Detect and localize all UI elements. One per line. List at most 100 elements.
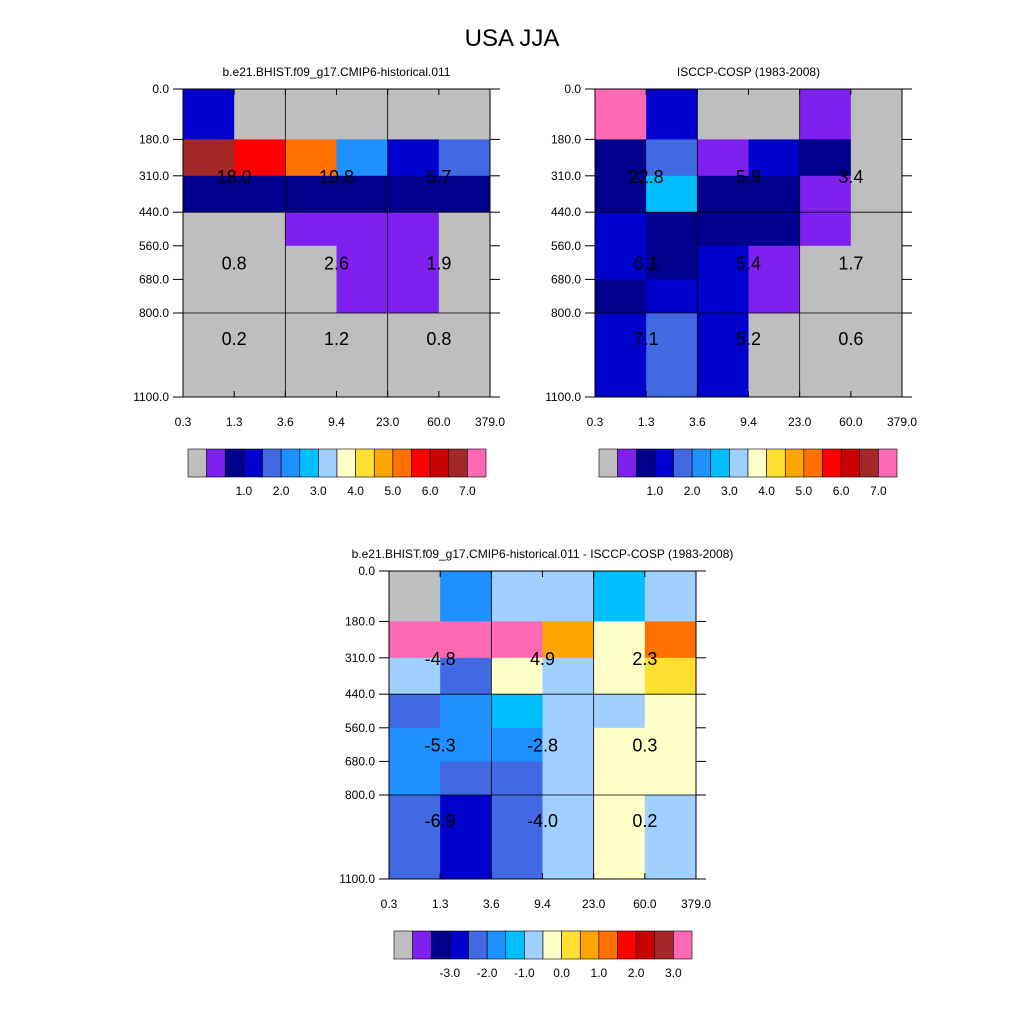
- x-tick-label: 23.0: [582, 897, 606, 911]
- heatmap-cell: [234, 313, 286, 398]
- heatmap-cell: [595, 313, 647, 398]
- heatmap-cell: [697, 245, 749, 280]
- x-tick-label: 0.3: [587, 415, 604, 429]
- heatmap-cell: [389, 657, 441, 695]
- colorbar-swatch: [412, 930, 432, 960]
- colorbar-label: 0.0: [553, 966, 570, 980]
- heatmap-cell: [595, 175, 647, 213]
- heatmap-cell: [336, 212, 389, 247]
- y-tick-label: 180.0: [551, 132, 581, 146]
- y-tick-label: 440.0: [139, 205, 169, 219]
- heatmap-cell: [389, 727, 441, 762]
- x-tick-label: 23.0: [376, 415, 400, 429]
- heatmap-cell: [389, 571, 441, 622]
- y-tick-label: 1100.0: [133, 390, 169, 404]
- x-tick-label: 0.3: [175, 415, 192, 429]
- heatmap-cell: [850, 139, 903, 177]
- colorbar-swatch: [262, 448, 282, 478]
- cell-value-label: -6.9: [425, 811, 456, 831]
- cell-value-label: -4.0: [527, 811, 558, 831]
- colorbar-swatch: [280, 448, 301, 478]
- heatmap-cell: [438, 313, 491, 398]
- cell-value-label: -2.8: [527, 736, 558, 756]
- heatmap-cell: [438, 212, 491, 247]
- heatmap-cell: [285, 245, 337, 280]
- heatmap-cell: [850, 245, 903, 280]
- colorbar-label: 5.0: [796, 484, 813, 498]
- heatmap-cell: [646, 245, 698, 280]
- cell-value-label: 10.8: [319, 167, 354, 187]
- colorbar-swatch: [336, 448, 356, 478]
- heatmap-cell: [491, 621, 543, 659]
- heatmap-cell: [440, 761, 492, 796]
- colorbar-swatch: [598, 448, 618, 478]
- heatmap-cell: [593, 727, 646, 762]
- heatmap-cell: [646, 139, 698, 177]
- x-tick-label: 1.3: [226, 415, 243, 429]
- heatmap-cell: [646, 89, 698, 140]
- cell-value-label: 0.8: [426, 329, 451, 349]
- colorbar-label: 1.0: [236, 484, 253, 498]
- cell-value-label: 6.1: [634, 254, 659, 274]
- heatmap-cell: [438, 279, 491, 314]
- colorbar-swatch: [635, 930, 656, 960]
- heatmap-cell: [438, 89, 491, 140]
- colorbar-swatch: [822, 448, 842, 478]
- y-tick-label: 440.0: [551, 205, 581, 219]
- heatmap-cell: [595, 279, 647, 314]
- y-tick-label: 800.0: [345, 788, 375, 802]
- heatmap-cell: [644, 694, 697, 729]
- colorbar-swatch: [691, 448, 712, 478]
- colorbar-swatch: [561, 930, 581, 960]
- heatmap-cell: [389, 795, 441, 880]
- heatmap-cell: [542, 621, 595, 659]
- heatmap-cell: [387, 139, 440, 177]
- cell-value-label: 0.2: [222, 329, 247, 349]
- heatmap-cell: [438, 245, 491, 280]
- heatmap-cell: [593, 621, 646, 659]
- colorbar-label: 2.0: [273, 484, 290, 498]
- colorbar-swatch: [467, 448, 487, 478]
- colorbar-swatch: [542, 930, 562, 960]
- heatmap-cell: [646, 313, 698, 398]
- x-tick-label: 9.4: [534, 897, 551, 911]
- y-tick-label: 680.0: [345, 754, 375, 768]
- heatmap-cell: [440, 694, 492, 729]
- heatmap-cell: [183, 313, 235, 398]
- colorbar-swatch: [673, 448, 693, 478]
- heatmap-cell: [799, 89, 852, 140]
- x-tick-label: 60.0: [633, 897, 657, 911]
- colorbar-swatch: [747, 448, 767, 478]
- cell-value-label: 5.7: [426, 167, 451, 187]
- heatmap-cell: [542, 694, 595, 729]
- heatmap-cell: [183, 139, 235, 177]
- heatmap-cell: [491, 571, 543, 622]
- colorbar-swatch: [373, 448, 394, 478]
- heatmap-cell: [644, 571, 697, 622]
- heatmap-cell: [387, 279, 440, 314]
- panel-title: b.e21.BHIST.f09_g17.CMIP6-historical.011…: [352, 547, 734, 561]
- heatmap-cell: [646, 175, 698, 213]
- heatmap-cell: [799, 245, 852, 280]
- heatmap-cell: [644, 657, 697, 695]
- heatmap-cell: [644, 727, 697, 762]
- colorbar-swatch: [617, 448, 637, 478]
- heatmap-cell: [595, 212, 647, 247]
- cell-value-label: 18.0: [217, 167, 252, 187]
- heatmap-cell: [438, 175, 491, 213]
- heatmap-cell: [850, 175, 903, 213]
- y-tick-label: 1100.0: [545, 390, 581, 404]
- colorbar-swatch: [187, 448, 207, 478]
- y-tick-label: 310.0: [345, 651, 375, 665]
- x-tick-label: 1.3: [432, 897, 449, 911]
- heatmap-panel-3: 0.3 1.3 3.6 9.4 23.0 60.0 379.0 0.0 180.0 310.0 44…: [339, 547, 733, 980]
- heatmap-cell: [595, 139, 647, 177]
- heatmap-cell: [748, 89, 801, 140]
- heatmap-cell: [491, 727, 543, 762]
- colorbar-swatch: [392, 448, 412, 478]
- colorbar-label: 2.0: [628, 966, 645, 980]
- heatmap-cell: [234, 175, 286, 213]
- cell-value-label: 0.2: [632, 811, 657, 831]
- heatmap-cell: [799, 175, 852, 213]
